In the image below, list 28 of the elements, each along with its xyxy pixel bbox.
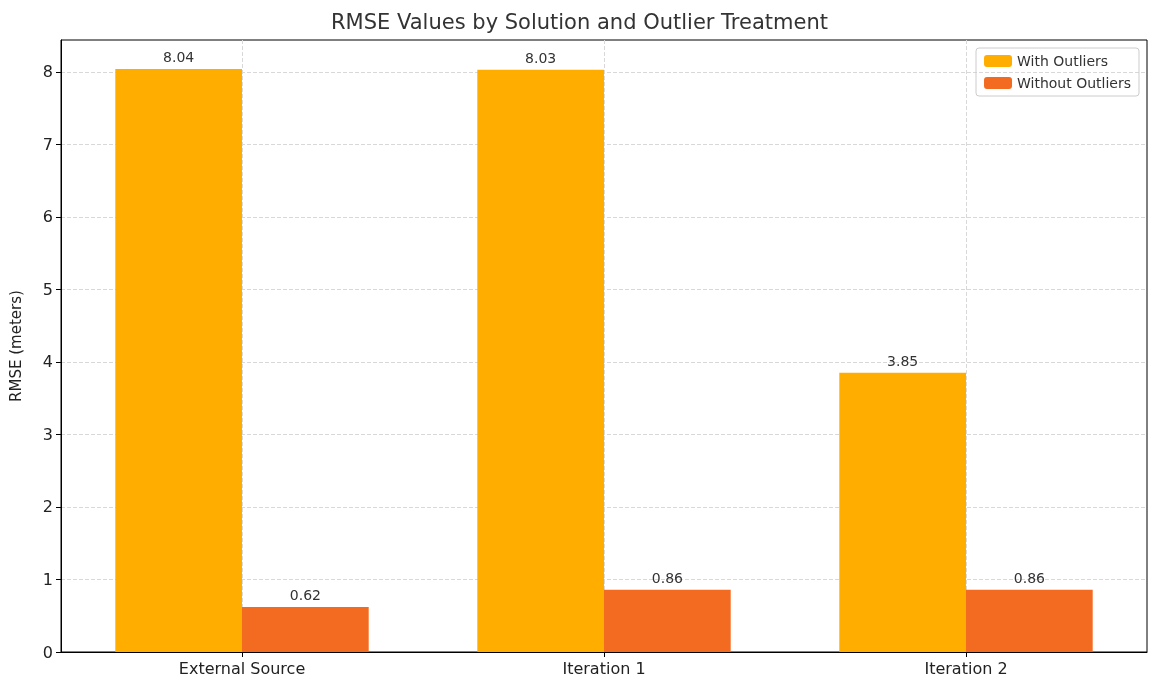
y-tick-label: 6 [42,207,53,227]
bar [839,372,966,652]
data-label: 0.86 [1013,569,1046,586]
bar [115,69,242,652]
bar [966,589,1093,652]
x-tick-label: Iteration 1 [562,658,646,678]
data-label: 8.03 [525,49,557,66]
data-label: 0.86 [651,569,684,586]
legend-label: With Outliers [1017,53,1109,69]
y-tick-label: 2 [42,497,53,517]
y-tick-label: 0 [42,642,53,662]
y-tick-label: 7 [42,134,53,154]
x-tick-label: Iteration 2 [924,658,1008,678]
y-tick-label: 4 [42,352,53,372]
y-tick-label: 5 [42,279,53,299]
data-label: 0.62 [289,587,321,604]
data-label: 3.85 [887,352,919,369]
y-axis-title: RMSE (meters) [6,290,25,402]
data-label: 8.04 [163,49,195,65]
y-tick-label: 8 [42,62,53,82]
y-tick-label: 1 [42,569,53,589]
y-tick-label: 3 [42,424,53,444]
bar [477,69,604,652]
bar [604,589,731,652]
bar [242,607,369,652]
chart-title: RMSE Values by Solution and Outlier Treatment [331,9,828,34]
x-tick-label: External Source [178,658,306,678]
legend-label: Without Outliers [1017,75,1132,91]
